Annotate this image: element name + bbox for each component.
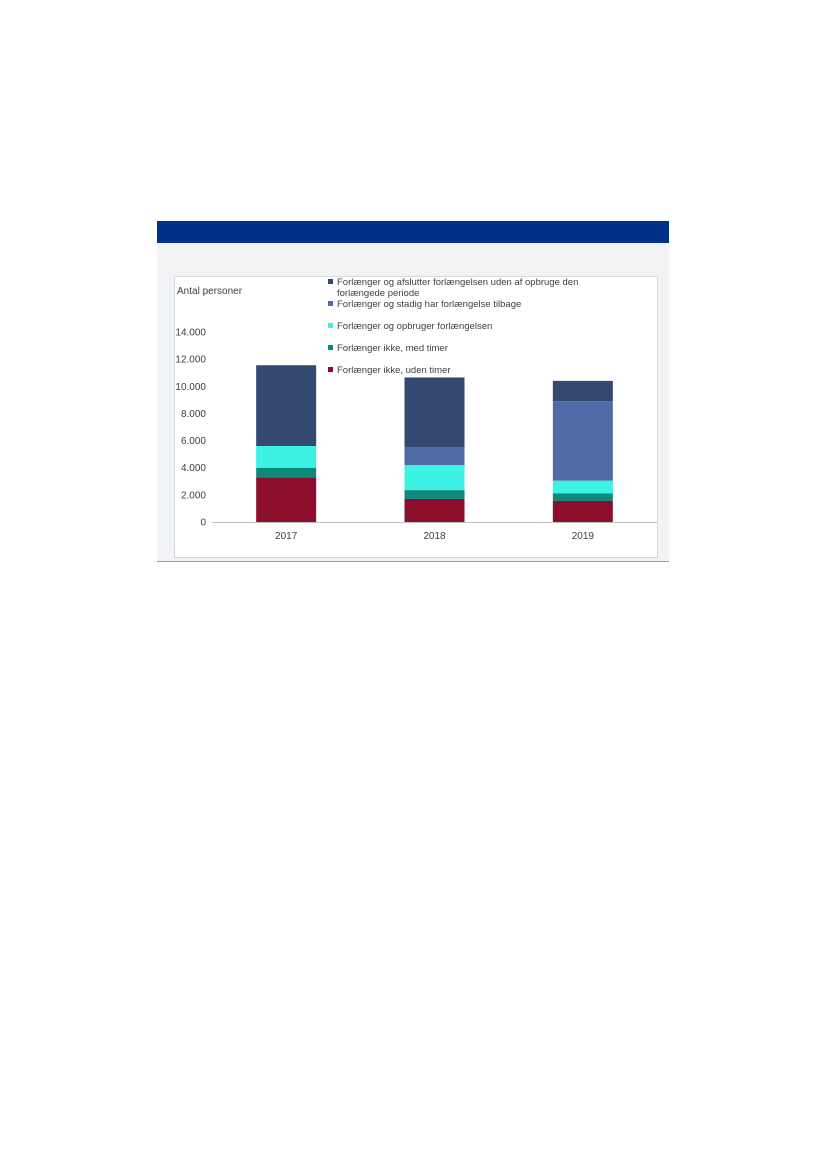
legend-swatch xyxy=(328,367,333,372)
y-tick-label: 0 xyxy=(200,518,206,529)
legend-swatch xyxy=(328,279,333,284)
legend-label: Forlænger og opbruger forlængelsen xyxy=(337,321,492,332)
x-tick-label: 2019 xyxy=(572,531,595,542)
bar-segment xyxy=(404,447,465,465)
legend-label: Forlænger og stadig har forlængelse tilb… xyxy=(337,299,521,310)
bar-segment xyxy=(404,490,465,499)
y-tick-label: 12.000 xyxy=(175,355,206,366)
legend-swatch xyxy=(328,323,333,328)
x-tick-label: 2017 xyxy=(275,531,298,542)
bar-segment xyxy=(256,467,317,478)
bar-segment xyxy=(552,500,613,522)
legend-label: Forlænger ikke, uden timer xyxy=(337,365,451,376)
bar-segment xyxy=(552,380,613,402)
bar-segment xyxy=(552,493,613,501)
y-tick-label: 10.000 xyxy=(175,382,206,393)
y-tick-label: 14.000 xyxy=(175,328,206,339)
legend-label: Forlænger ikke, med timer xyxy=(337,343,448,354)
header-band xyxy=(157,221,669,243)
bar-segment xyxy=(404,465,465,491)
bar-segment xyxy=(256,446,317,468)
y-axis-label: Antal personer xyxy=(177,286,243,297)
bar-segment xyxy=(256,365,317,446)
y-tick-label: 6.000 xyxy=(181,436,206,447)
bar-segment xyxy=(552,401,613,481)
x-tick-label: 2018 xyxy=(423,531,446,542)
legend-label: Forlænger og afslutter forlængelsen uden… xyxy=(337,277,578,299)
bar-segment xyxy=(552,480,613,494)
y-tick-label: 8.000 xyxy=(181,409,206,420)
bar-segment xyxy=(256,477,317,522)
y-tick-label: 2.000 xyxy=(181,490,206,501)
y-tick-label: 4.000 xyxy=(181,463,206,474)
legend-swatch xyxy=(328,301,333,306)
bar-segment xyxy=(404,377,465,448)
legend-swatch xyxy=(328,345,333,350)
bottom-rule xyxy=(157,561,669,562)
bar-segment xyxy=(404,498,465,522)
